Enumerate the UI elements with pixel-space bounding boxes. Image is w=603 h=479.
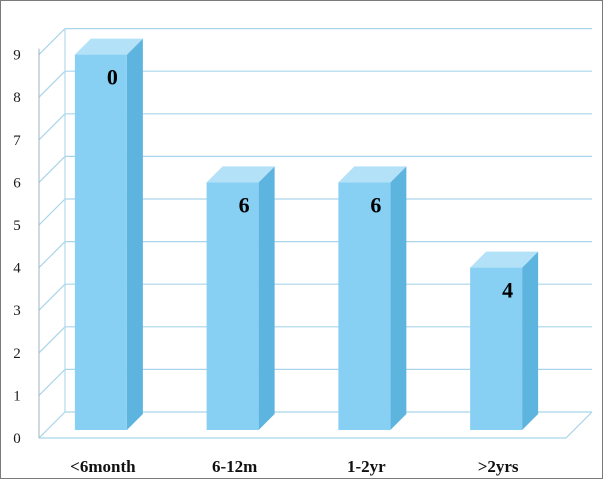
x-category-label: 1-2yr xyxy=(347,457,386,476)
grid-slant-line xyxy=(38,198,66,226)
y-tick-label: 8 xyxy=(13,90,21,106)
x-category-label: <6month xyxy=(70,457,136,476)
data-label: 0 xyxy=(107,65,118,90)
y-tick-label: 5 xyxy=(13,218,21,234)
grid-slant-line xyxy=(38,411,66,439)
bar-top xyxy=(206,166,275,183)
grid-slant-line xyxy=(38,368,66,396)
data-label: 6 xyxy=(370,192,381,217)
x-category-label: 6-12m xyxy=(212,457,257,476)
grid-slant-line xyxy=(38,326,66,354)
bar-top xyxy=(470,251,539,268)
grid-slant-line xyxy=(38,283,66,311)
y-tick-label: 0 xyxy=(13,431,21,447)
y-tick-label: 9 xyxy=(13,48,21,64)
bar-top xyxy=(338,166,407,183)
y-tick-label: 2 xyxy=(13,346,21,362)
floor-right-edge xyxy=(565,411,593,439)
y-tick-label: 1 xyxy=(13,388,21,404)
x-category-label: >2yrs xyxy=(478,457,519,476)
bar-side xyxy=(390,166,407,430)
bar-side xyxy=(258,166,275,430)
bar xyxy=(470,267,523,430)
bar-top xyxy=(74,38,143,55)
bar xyxy=(338,182,391,430)
grid-slant-line xyxy=(38,70,66,98)
data-label: 4 xyxy=(502,278,513,303)
y-tick-label: 6 xyxy=(13,175,21,191)
grid-slant-line xyxy=(38,28,66,56)
bar xyxy=(206,182,259,430)
grid-slant-line xyxy=(38,241,66,269)
grid-slant-line xyxy=(38,155,66,183)
data-label: 6 xyxy=(239,192,250,217)
y-tick-label: 7 xyxy=(13,133,21,149)
bar xyxy=(74,54,127,430)
bar-side xyxy=(126,38,143,430)
y-tick-label: 3 xyxy=(13,303,21,319)
y-tick-label: 4 xyxy=(13,261,21,277)
grid-slant-line xyxy=(38,113,66,141)
bar-side xyxy=(522,251,539,430)
